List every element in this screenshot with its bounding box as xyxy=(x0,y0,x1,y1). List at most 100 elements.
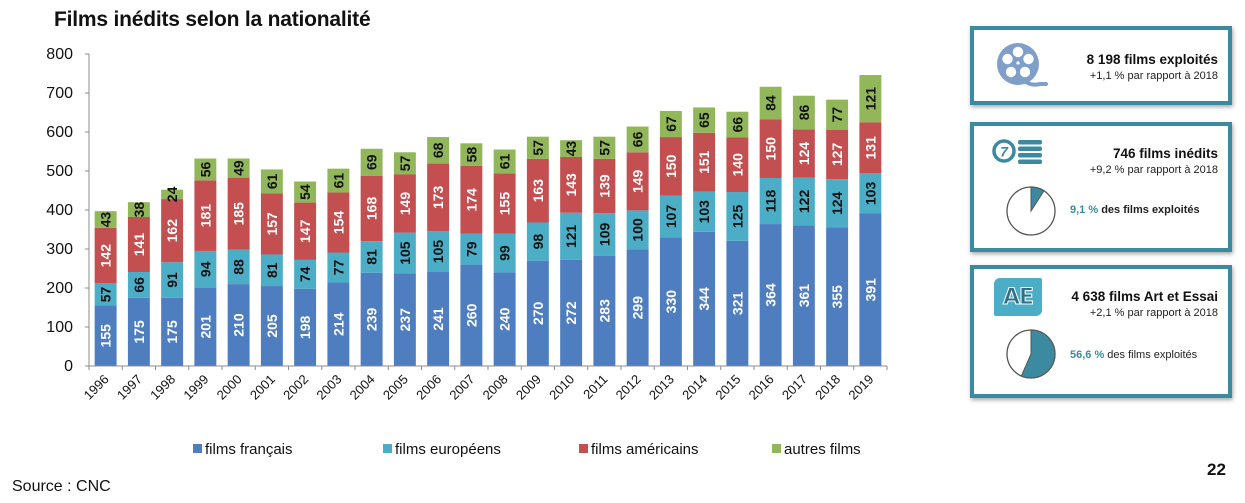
bar-segment xyxy=(260,193,283,255)
bar-segment xyxy=(427,137,450,164)
films-inedits-share: 9,1 % des films exploités xyxy=(1070,204,1200,216)
y-tick-label: 400 xyxy=(46,202,73,219)
data-label: 240 xyxy=(497,307,513,331)
art-et-essai-icon-text: AE xyxy=(1002,284,1034,310)
art-et-essai-headline: 4 638 films Art et Essai xyxy=(1071,289,1218,304)
films-inedits-change: +9,2 % par rapport à 2018 xyxy=(1089,164,1218,176)
data-label: 210 xyxy=(231,313,247,337)
y-tick-label: 700 xyxy=(46,85,73,102)
bar-segment xyxy=(759,119,782,179)
data-label: 125 xyxy=(729,205,745,229)
bar-segment xyxy=(294,259,317,289)
data-label: 91 xyxy=(164,272,180,288)
films-exploites-change: +1,1 % par rapport à 2018 xyxy=(1089,70,1218,82)
data-label: 105 xyxy=(430,240,446,264)
y-tick-label: 200 xyxy=(46,280,73,297)
data-label: 149 xyxy=(397,192,413,216)
new-releases-list-icon: 7 xyxy=(992,139,1042,164)
stat-card-art-et-essai: AE 4 638 films Art et Essai +2,1 % par r… xyxy=(970,265,1232,398)
bar-segment xyxy=(127,272,150,298)
data-label: 151 xyxy=(696,150,712,174)
pie-slice xyxy=(1030,186,1045,213)
data-label: 103 xyxy=(862,182,878,206)
bar-segment xyxy=(360,241,383,273)
data-label: 355 xyxy=(829,285,845,309)
data-label: 205 xyxy=(264,314,280,338)
data-label: 391 xyxy=(862,278,878,302)
bar-segment xyxy=(526,158,549,223)
legend-swatch xyxy=(579,444,588,453)
films-inedits-headline: 746 films inédits xyxy=(1112,146,1218,161)
data-label: 99 xyxy=(497,245,513,261)
art-et-essai-change: +2,1 % par rapport à 2018 xyxy=(1089,307,1218,319)
y-tick-label: 800 xyxy=(46,46,73,63)
stat-card-films-exploites: 8 198 films exploités +1,1 % par rapport… xyxy=(970,26,1232,105)
bar-segment xyxy=(161,199,184,263)
data-label: 57 xyxy=(596,140,612,156)
art-et-essai-icon: AE xyxy=(994,278,1042,316)
x-tick-label: 2001 xyxy=(247,372,278,403)
bar-segment xyxy=(493,272,516,366)
data-label: 142 xyxy=(98,244,114,268)
bar-segment xyxy=(526,260,549,366)
films-exploites-headline: 8 198 films exploités xyxy=(1086,52,1218,67)
data-label: 157 xyxy=(264,212,280,236)
data-label: 43 xyxy=(98,212,114,228)
x-tick-label: 2015 xyxy=(712,372,743,403)
bar-segment xyxy=(826,179,849,228)
data-label: 65 xyxy=(696,112,712,128)
bar-segment xyxy=(94,305,117,366)
x-tick-label: 2016 xyxy=(746,372,777,403)
data-label: 68 xyxy=(430,142,446,158)
data-label: 121 xyxy=(862,87,878,111)
page-number: 22 xyxy=(1207,460,1226,479)
data-label: 57 xyxy=(530,140,546,156)
bar-segment xyxy=(560,156,583,213)
bar-segment xyxy=(127,297,150,366)
legend-label: autres films xyxy=(784,441,861,458)
data-label: 241 xyxy=(430,307,446,331)
legend-label: films américains xyxy=(591,441,699,458)
data-label: 321 xyxy=(729,292,745,316)
bar-segment xyxy=(726,111,749,138)
bar-segment xyxy=(460,233,483,265)
x-tick-label: 2006 xyxy=(413,372,444,403)
x-tick-label: 2007 xyxy=(446,372,477,403)
x-tick-label: 2002 xyxy=(280,372,311,403)
bar-segment xyxy=(360,148,383,176)
data-label: 185 xyxy=(231,202,247,226)
data-label: 105 xyxy=(397,241,413,265)
bar-segment xyxy=(94,211,117,228)
data-label: 86 xyxy=(796,105,812,121)
bar-segment xyxy=(493,233,516,273)
data-label: 150 xyxy=(763,137,779,161)
data-label: 139 xyxy=(596,174,612,198)
bar-segment xyxy=(294,288,317,366)
share-percentage: 9,1 % xyxy=(1070,204,1099,216)
legend-swatch xyxy=(383,444,392,453)
bar-segment xyxy=(759,224,782,366)
bar-segment xyxy=(360,272,383,366)
pie-slice xyxy=(1020,329,1056,379)
bar-segment xyxy=(526,136,549,159)
data-label: 56 xyxy=(197,161,213,177)
bar-segment xyxy=(161,262,184,298)
data-label: 260 xyxy=(463,303,479,327)
data-label: 61 xyxy=(330,173,346,189)
bar-segment xyxy=(626,249,649,366)
bar-segment xyxy=(427,272,450,366)
data-label: 299 xyxy=(630,296,646,320)
share-pie-icon xyxy=(1006,186,1056,236)
stacked-bar-chart: 0 100 200 300 400 500 600 700 800 155 57 142 43 175 6… xyxy=(46,46,888,458)
share-pie-icon xyxy=(1006,329,1056,379)
bar-segment xyxy=(826,129,849,180)
bar-segment xyxy=(759,86,782,120)
data-label: 94 xyxy=(197,261,213,277)
bar-segment xyxy=(393,152,416,175)
x-tick-label: 2012 xyxy=(613,372,644,403)
x-tick-label: 2013 xyxy=(646,372,677,403)
y-axis: 0 100 200 300 400 500 600 700 800 xyxy=(46,46,90,375)
bar-segment xyxy=(294,181,317,203)
y-tick-label: 600 xyxy=(46,124,73,141)
share-label: des films exploités xyxy=(1098,204,1200,216)
